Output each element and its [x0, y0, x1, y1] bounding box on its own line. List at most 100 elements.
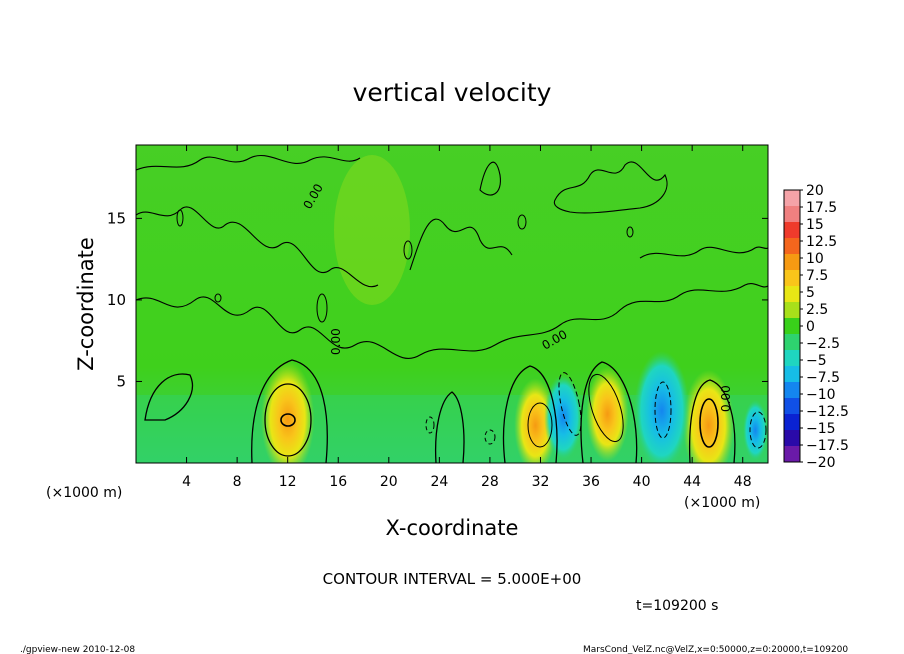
positive-contour	[527, 402, 553, 448]
colorbar-label: −7.5	[806, 370, 840, 386]
contour-island	[316, 293, 328, 323]
footer-left: ./gpview-new 2010-12-08	[20, 645, 135, 654]
negative-contour	[558, 372, 582, 436]
contour-island	[214, 293, 222, 303]
colorbar-swatch	[784, 366, 800, 383]
colorbar-swatch	[784, 414, 800, 431]
zero-contour	[434, 391, 465, 463]
x-axis-label: X-coordinate	[386, 516, 519, 540]
positive-contour	[699, 398, 719, 448]
x-tick-label: 16	[329, 474, 347, 490]
y-tick-label: 5	[116, 372, 126, 390]
colorbar-swatch	[784, 446, 800, 463]
plot-frame	[135, 144, 769, 464]
colorbar-label: 5	[806, 285, 815, 301]
zero-contour	[144, 373, 194, 421]
negative-contour	[749, 411, 767, 449]
colorbar-swatch	[784, 382, 800, 399]
colorbar-label: 2.5	[806, 302, 828, 318]
colorbar-label: −12.5	[806, 404, 849, 420]
time-label: t=109200 s	[636, 598, 718, 614]
positive-contour	[588, 373, 624, 443]
zero-contour	[479, 161, 501, 196]
y-tick-label: 10	[107, 291, 126, 309]
colorbar-swatch	[784, 318, 800, 335]
downdraft-cell	[634, 351, 690, 463]
x-tick-label: 40	[633, 474, 651, 490]
downdraft-cell	[544, 374, 583, 461]
updraft-cell	[586, 366, 629, 462]
y-axis-label: Z-coordinate	[74, 237, 98, 371]
heatmap-light-patch	[334, 155, 410, 305]
colorbar-label: −20	[806, 455, 836, 471]
x-tick-label: 12	[279, 474, 297, 490]
colorbar-swatch	[784, 254, 800, 271]
zero-contour	[409, 218, 513, 271]
colorbar-label: 17.5	[806, 200, 837, 216]
x-tick-label: 4	[182, 474, 191, 490]
colorbar-label: 0	[806, 319, 815, 335]
footer-right: MarsCond_VelZ.nc@VelZ,x=0:50000,z=0:2000…	[583, 645, 848, 654]
contour-island	[626, 226, 634, 238]
contour-layer	[136, 155, 768, 463]
zero-contour	[639, 246, 768, 259]
x-unit-label: (×1000 m)	[684, 495, 760, 511]
colorbar-swatch	[784, 398, 800, 415]
colorbar-swatch	[784, 270, 800, 287]
contour-island	[403, 240, 413, 260]
colorbar-swatch	[784, 222, 800, 239]
chart-title: vertical velocity	[353, 78, 552, 107]
plot-area: 0.00 0.00 0.00 0.00	[136, 145, 768, 463]
colorbar-swatch	[784, 334, 800, 351]
x-tick-label: 36	[582, 474, 600, 490]
y-tick-label: 15	[107, 209, 126, 227]
colorbar-label: −10	[806, 387, 836, 403]
x-tick-label: 8	[233, 474, 242, 490]
x-tick-label: 32	[532, 474, 550, 490]
colorbar-label: −17.5	[806, 438, 849, 454]
contour-island	[517, 214, 527, 230]
negative-contour	[425, 416, 435, 434]
positive-contour	[264, 383, 312, 457]
x-tick-label: 20	[380, 474, 398, 490]
colorbar-swatch	[784, 238, 800, 255]
colorbar-label: 10	[806, 251, 824, 267]
zero-contour	[502, 365, 558, 463]
colorbar-swatch	[784, 286, 800, 303]
colorbar-label: −15	[806, 421, 836, 437]
positive-contour	[280, 413, 296, 427]
colorbar-swatch	[784, 430, 800, 447]
colorbar-label: 15	[806, 217, 824, 233]
colorbar-label: −2.5	[806, 336, 840, 352]
colorbar-label: 7.5	[806, 268, 828, 284]
x-tick-label: 48	[734, 474, 752, 490]
colorbar-swatch	[784, 190, 800, 207]
colorbar: 2017.51512.5107.552.50−2.5−5−7.5−10−12.5…	[783, 183, 849, 471]
colorbar-label: −5	[806, 353, 827, 369]
colorbar-swatch	[784, 206, 800, 223]
x-tick-label: 24	[430, 474, 448, 490]
downdraft-cell	[742, 399, 768, 461]
contour-island	[176, 209, 184, 227]
contour-label: 0.00	[719, 385, 733, 412]
zero-contour	[553, 161, 668, 214]
negative-contour	[484, 429, 496, 445]
y-unit-label: (×1000 m)	[46, 485, 122, 501]
zero-contour	[251, 359, 328, 463]
colorbar-swatch	[784, 350, 800, 367]
x-tick-label: 44	[683, 474, 701, 490]
negative-contour	[654, 381, 672, 439]
updraft-cell	[260, 361, 315, 463]
contour-interval-note: CONTOUR INTERVAL = 5.000E+00	[323, 570, 582, 588]
x-axis: 4 8 12 16 20 24 28 32 36 40 44 48	[182, 145, 752, 490]
colorbar-label: 20	[806, 183, 824, 199]
zero-contour	[688, 379, 736, 463]
x-tick-label: 28	[481, 474, 499, 490]
y-axis: 5 10 15	[107, 209, 768, 390]
zero-contour	[136, 283, 768, 359]
colorbar-swatch	[784, 302, 800, 319]
zero-contour	[136, 155, 361, 171]
updraft-cell	[682, 369, 735, 463]
contour-label: 0.00	[329, 328, 343, 355]
